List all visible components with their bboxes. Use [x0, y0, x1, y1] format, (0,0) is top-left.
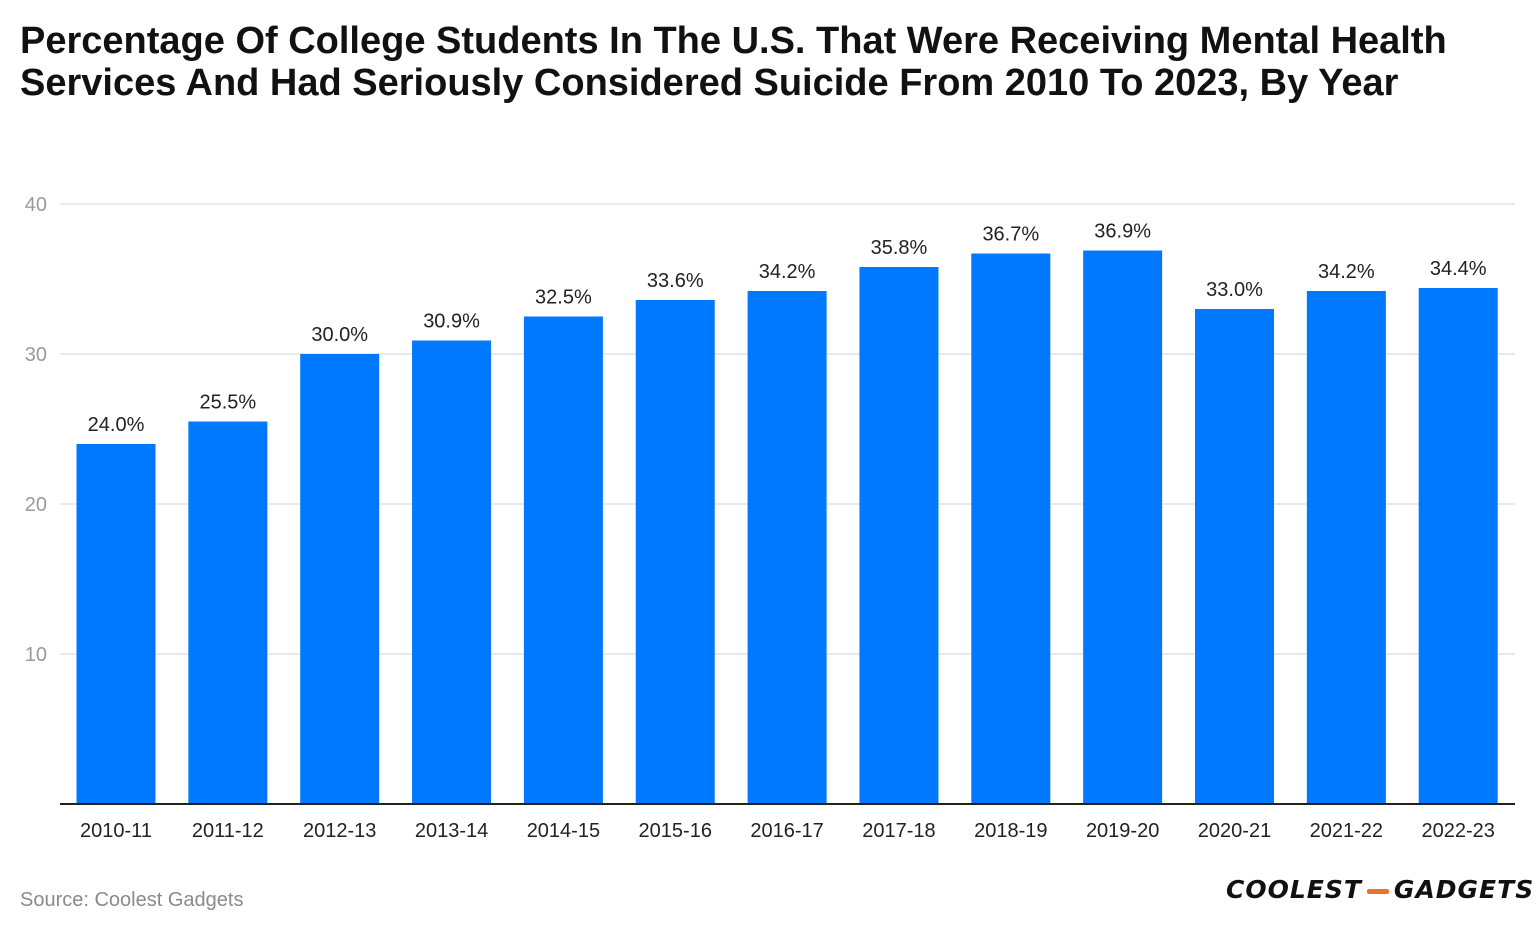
bar: [635, 300, 715, 804]
bar-value-label: 35.8%: [871, 237, 928, 259]
x-tick-label: 2013-14: [415, 820, 488, 842]
bar: [1306, 291, 1386, 804]
bar: [76, 444, 156, 804]
bar: [188, 421, 268, 804]
x-tick-label: 2010-11: [80, 820, 152, 842]
y-axis-ticks: 10 20 30 40: [25, 194, 47, 666]
bar-value-label: 30.9%: [423, 311, 480, 333]
x-tick-label: 2018-19: [974, 820, 1047, 842]
bar: [1195, 309, 1274, 804]
bar: [523, 316, 603, 804]
bar-value-label: 34.4%: [1430, 258, 1487, 280]
x-tick-label: 2015-16: [639, 820, 712, 842]
bar: [412, 340, 492, 804]
bar-value-label: 25.5%: [199, 392, 256, 414]
chart-title: Percentage Of College Students In The U.…: [20, 20, 1447, 104]
brand-logo: COOLEST GADGETS: [1226, 875, 1534, 904]
x-tick-label: 2011-12: [192, 820, 264, 842]
bar-value-label: 33.6%: [647, 270, 704, 292]
bar-value-label: 34.2%: [759, 261, 816, 283]
x-tick-label: 2012-13: [303, 820, 376, 842]
bar: [971, 253, 1051, 804]
x-tick-label: 2017-18: [862, 820, 935, 842]
logo-word-left: COOLEST: [1226, 875, 1362, 904]
bar-value-label: 32.5%: [535, 287, 592, 309]
bars: [76, 250, 1498, 804]
source-note: Source: Coolest Gadgets: [20, 889, 244, 911]
bar: [747, 291, 827, 804]
bar: [1083, 250, 1163, 804]
bar: [1418, 288, 1498, 804]
y-tick-label: 20: [25, 494, 47, 516]
bar-value-label: 24.0%: [88, 414, 145, 436]
y-tick-label: 10: [25, 644, 47, 666]
bar-value-label: 33.0%: [1206, 279, 1263, 301]
bar: [300, 354, 380, 804]
logo-dash-mark: [1366, 889, 1389, 894]
y-tick-label: 30: [25, 344, 47, 366]
x-tick-label: 2014-15: [527, 820, 600, 842]
bar-value-label: 34.2%: [1318, 261, 1375, 283]
y-tick-label: 40: [25, 194, 47, 216]
bar: [859, 267, 939, 804]
x-tick-label: 2016-17: [750, 820, 823, 842]
x-tick-label: 2021-22: [1310, 820, 1383, 842]
x-tick-label: 2022-23: [1421, 820, 1494, 842]
bar-value-label: 36.9%: [1094, 221, 1151, 243]
x-tick-label: 2020-21: [1198, 820, 1271, 842]
logo-word-right: GADGETS: [1393, 875, 1535, 904]
x-axis-ticks: 2010-11 2011-12 2012-13 2013-14 2014-15 2015-…: [80, 820, 1495, 842]
bar-value-label: 30.0%: [311, 324, 368, 346]
x-tick-label: 2019-20: [1086, 820, 1159, 842]
value-labels: 24.0% 25.5% 30.0% 30.9% 32.5% 33.6% 34.2% 35.8%…: [88, 221, 1487, 437]
bar-value-label: 36.7%: [982, 224, 1039, 246]
